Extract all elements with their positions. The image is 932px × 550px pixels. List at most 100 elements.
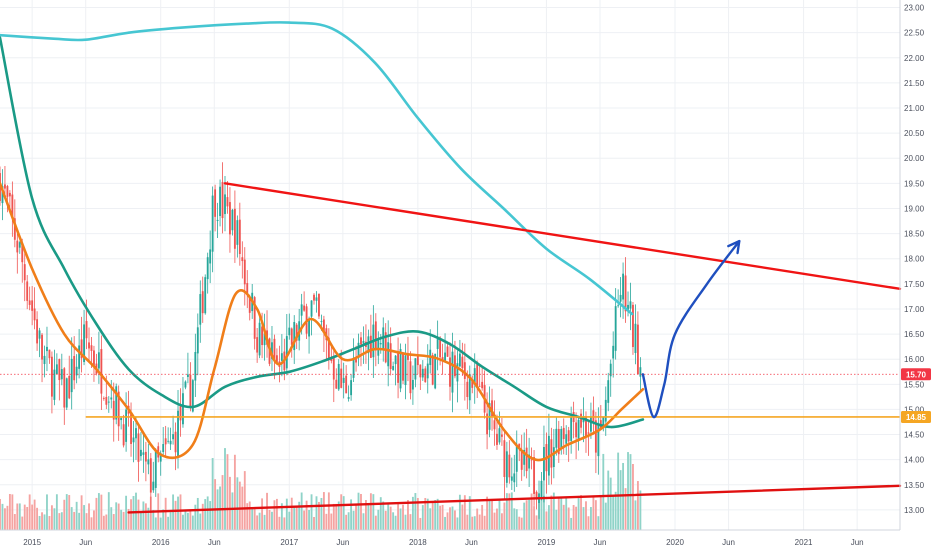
candle-body <box>322 319 325 332</box>
candle-body <box>204 277 207 314</box>
volume-bar <box>43 514 46 530</box>
volume-bar <box>38 515 41 530</box>
candle-body <box>186 374 189 377</box>
volume-bar <box>369 493 372 530</box>
volume-bar <box>273 500 276 530</box>
candle-body <box>461 356 464 369</box>
volume-bar <box>441 504 444 530</box>
volume-bar <box>347 512 350 530</box>
volume-bar <box>174 500 177 530</box>
candle-body <box>137 433 140 462</box>
volume-bar <box>313 516 315 530</box>
candle-body <box>592 410 595 422</box>
y-tick-label: 19.50 <box>904 179 925 188</box>
candle-body <box>491 400 493 417</box>
volume-bar <box>389 506 392 530</box>
candle-body <box>231 209 234 231</box>
candle-body <box>246 283 249 294</box>
x-tick-label: 2018 <box>409 538 427 547</box>
y-tick-label: 22.50 <box>904 29 925 38</box>
volume-bar <box>226 454 229 530</box>
volume-bar <box>602 453 605 530</box>
candle-body <box>275 355 278 363</box>
volume-bar <box>298 501 301 530</box>
candle-body <box>580 413 582 428</box>
volume-bar <box>293 507 296 530</box>
volume-bar <box>414 493 417 530</box>
y-tick-label: 18.00 <box>904 255 925 264</box>
lower-trendline <box>127 484 902 514</box>
candle-body <box>515 446 518 472</box>
candle-body <box>543 447 545 481</box>
y-tick-label: 23.00 <box>904 4 925 13</box>
x-tick-label: 2015 <box>23 538 41 547</box>
volume-bar <box>342 496 345 530</box>
candle-body <box>18 242 21 248</box>
candle-body <box>164 438 167 445</box>
x-tick-label: 2020 <box>666 538 684 547</box>
candle-body <box>565 434 568 444</box>
candle-body <box>21 243 24 263</box>
volume-bar <box>184 511 187 530</box>
candle-body <box>367 336 370 354</box>
volume-bar <box>275 498 278 530</box>
y-tick-label: 20.00 <box>904 154 925 163</box>
candle-body <box>315 297 318 301</box>
candle-body <box>159 453 162 462</box>
y-tick-label: 22.00 <box>904 54 925 63</box>
volume-bar <box>179 494 182 530</box>
volume-bar <box>508 493 511 530</box>
candle-body <box>46 346 48 352</box>
candle-body <box>303 305 306 311</box>
y-tick-label: 18.50 <box>904 230 925 239</box>
candle-body <box>627 304 629 310</box>
volume-bar <box>382 501 385 530</box>
candle-body <box>622 273 625 300</box>
volume-bar <box>454 510 456 530</box>
volume-bar <box>191 515 194 530</box>
volume-bar <box>142 501 145 530</box>
volume-bar <box>13 514 16 530</box>
volume-bar <box>233 454 236 530</box>
candle-body <box>355 359 357 363</box>
volume-bar <box>498 500 501 530</box>
candle-body <box>562 427 565 440</box>
volume-bar <box>461 504 464 530</box>
volume-bar <box>243 471 246 530</box>
candle-body <box>520 451 523 470</box>
volume-bar <box>439 505 442 530</box>
volume-bar <box>572 505 575 530</box>
candle-body <box>120 418 123 421</box>
volume-bar <box>399 508 402 530</box>
candle-body <box>258 322 261 356</box>
volume-bar <box>201 503 204 530</box>
candle-body <box>389 343 392 369</box>
candle-body <box>53 369 56 400</box>
volume-bar <box>53 508 56 530</box>
candle-body <box>226 197 229 207</box>
candle-body <box>320 321 323 322</box>
volume-bar <box>355 503 357 530</box>
volume-bar <box>206 496 209 530</box>
x-tick-label: Jun <box>336 538 349 547</box>
volume-bar <box>491 499 493 530</box>
volume-bar <box>483 515 486 530</box>
volume-bar <box>594 500 597 530</box>
volume-bar <box>238 481 241 530</box>
volume-bar <box>229 476 231 530</box>
candle-body <box>607 380 610 403</box>
volume-bar <box>567 507 570 530</box>
volume-bar <box>372 494 375 530</box>
volume-bar <box>97 493 100 530</box>
volume-bar <box>365 500 367 530</box>
candle-body <box>434 353 437 389</box>
volume-bar <box>308 510 310 530</box>
volume-bar <box>500 513 503 530</box>
volume-bar <box>263 514 266 530</box>
candle-body <box>28 300 31 305</box>
candle-body <box>241 257 244 262</box>
candle-body <box>83 324 85 363</box>
candle-body <box>629 301 632 309</box>
y-axis: 13.00 13.50 14.00 14.50 15.00 15.50 16.00 16.50… <box>899 0 925 530</box>
